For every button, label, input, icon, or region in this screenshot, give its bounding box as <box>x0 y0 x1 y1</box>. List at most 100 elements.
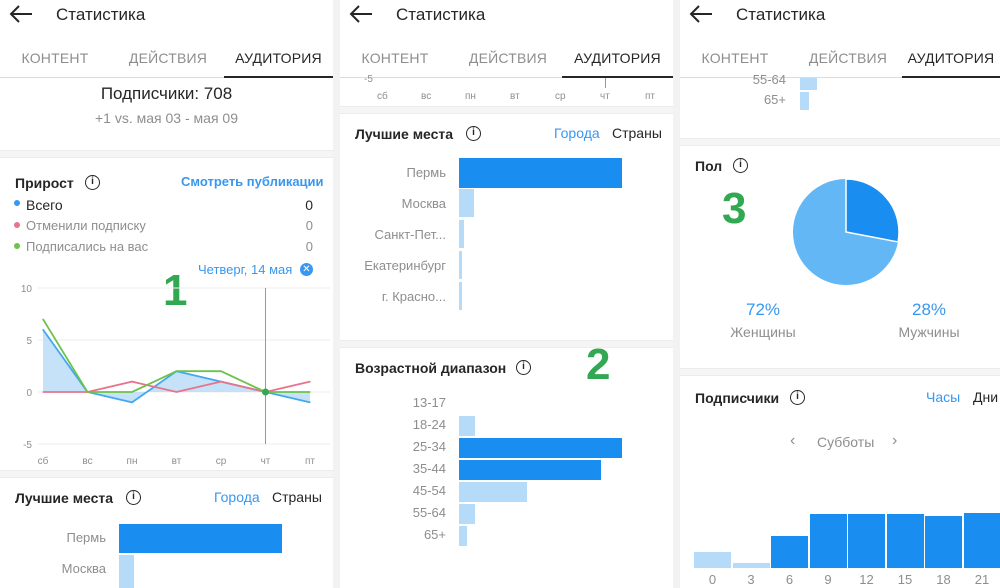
tab-actions[interactable]: ДЕЙСТВИЯ <box>128 50 208 66</box>
data-point <box>309 391 311 393</box>
info-icon[interactable]: i <box>790 390 805 405</box>
age-label: 55-64 <box>752 72 786 87</box>
age-bar <box>800 92 809 110</box>
countries-toggle[interactable]: Страны <box>272 489 322 505</box>
growth-chart: 10 5 0 -5 сб вс пн вт ср чт пт <box>21 284 330 467</box>
cities-toggle[interactable]: Города <box>554 125 600 141</box>
x-tick-label: чт <box>261 456 271 467</box>
data-point <box>131 401 133 403</box>
data-point <box>42 329 44 331</box>
gender-pie-chart <box>793 178 900 285</box>
men-label: Мужчины <box>898 324 960 340</box>
legend-unfollow-value: 0 <box>305 218 313 233</box>
age-bar <box>800 78 817 90</box>
data-point <box>42 391 44 393</box>
age-label: 65+ <box>763 92 786 107</box>
age-range-title: Возрастной диапазон <box>355 360 507 376</box>
legend-total-value: 0 <box>305 197 313 213</box>
section-divider <box>680 138 1000 146</box>
pie-slice-men <box>845 178 900 243</box>
close-icon[interactable]: ✕ <box>300 263 313 276</box>
tab-audience[interactable]: АУДИТОРИЯ <box>902 38 1000 78</box>
women-label: Женщины <box>730 324 796 340</box>
chevron-left-icon[interactable]: ‹ <box>790 432 796 449</box>
section-divider <box>680 368 1000 376</box>
back-arrow-icon[interactable] <box>348 4 374 24</box>
x-tick-label: пн <box>127 456 138 467</box>
hour-tick: 9 <box>824 572 832 587</box>
tab-content[interactable]: КОНТЕНТ <box>701 50 769 66</box>
legend-dot-unfollow <box>14 222 20 228</box>
women-percent: 72% <box>745 300 781 319</box>
tab-content[interactable]: КОНТЕНТ <box>21 50 89 66</box>
followers-count: Подписчики: 708 <box>100 84 233 103</box>
data-point <box>42 318 44 320</box>
info-icon[interactable]: i <box>126 490 141 505</box>
panel-3: Статистика КОНТЕНТ ДЕЙСТВИЯ АУДИТОРИЯ 55… <box>680 0 1000 588</box>
age-label: 18-24 <box>412 417 446 432</box>
hour-bar <box>886 514 924 568</box>
see-posts-link[interactable]: Смотреть публикации <box>181 174 324 189</box>
y-tick: -5 <box>364 74 373 85</box>
place-bar <box>459 220 464 248</box>
days-toggle[interactable]: Дни <box>973 389 999 405</box>
info-icon[interactable]: i <box>516 360 531 375</box>
place-label: Москва <box>61 561 106 576</box>
x-tick-label: вс <box>82 456 92 467</box>
back-arrow-icon[interactable] <box>8 4 34 24</box>
chevron-right-icon[interactable]: › <box>892 432 898 449</box>
back-arrow-icon[interactable] <box>688 4 714 24</box>
place-bar <box>459 189 474 217</box>
chart-cursor-line <box>605 78 606 88</box>
hour-tick: 15 <box>897 572 913 587</box>
day-tick: ср <box>555 91 566 102</box>
section-divider <box>0 150 333 158</box>
tab-audience[interactable]: АУДИТОРИЯ <box>562 38 673 78</box>
legend-unfollow-label: Отменили подписку <box>26 218 146 233</box>
header: Статистика <box>0 0 333 34</box>
age-label: 65+ <box>423 527 446 542</box>
info-icon[interactable]: i <box>733 158 748 173</box>
followers-title: Подписчики <box>695 390 780 406</box>
legend-total-label: Всего <box>26 197 63 213</box>
hours-toggle[interactable]: Часы <box>926 389 961 405</box>
x-tick-label: ср <box>216 456 227 467</box>
tab-actions[interactable]: ДЕЙСТВИЯ <box>808 50 888 66</box>
day-tick: вт <box>510 91 520 102</box>
page-title: Статистика <box>56 5 146 24</box>
age-bar <box>459 438 622 458</box>
countries-toggle[interactable]: Страны <box>612 125 662 141</box>
day-tick: сб <box>377 91 388 102</box>
data-point <box>175 391 178 393</box>
header: Статистика <box>340 0 673 34</box>
hour-tick: 0 <box>708 572 717 587</box>
annotation-3: 3 <box>722 184 747 233</box>
age-label: 45-54 <box>412 483 446 498</box>
y-tick-label: -5 <box>23 440 32 451</box>
page-title: Статистика <box>396 5 486 24</box>
tab-audience[interactable]: АУДИТОРИЯ <box>224 38 333 78</box>
cities-toggle[interactable]: Города <box>214 489 260 505</box>
data-point <box>175 370 178 372</box>
place-label: Санкт-Пет... <box>374 227 446 242</box>
tab-bar: КОНТЕНТ ДЕЙСТВИЯ АУДИТОРИЯ <box>340 38 673 78</box>
age-label: 25-34 <box>412 439 446 454</box>
panel-1: Статистика КОНТЕНТ ДЕЙСТВИЯ АУДИТОРИЯ По… <box>0 0 333 588</box>
data-point <box>131 381 133 383</box>
tab-content[interactable]: КОНТЕНТ <box>361 50 429 66</box>
header: Статистика <box>680 0 1000 34</box>
gender-title: Пол <box>695 158 723 174</box>
day-tick: вс <box>421 91 432 102</box>
age-bar <box>459 482 528 502</box>
hour-tick: 6 <box>785 572 794 587</box>
info-icon[interactable]: i <box>466 126 481 141</box>
info-icon[interactable]: i <box>85 175 100 190</box>
legend-dot-total <box>14 200 20 206</box>
followers-delta: +1 vs. мая 03 - мая 09 <box>95 110 238 126</box>
tab-actions[interactable]: ДЕЙСТВИЯ <box>468 50 548 66</box>
hour-bar <box>963 512 1000 568</box>
place-bar <box>119 524 282 553</box>
x-tick-label: сб <box>38 455 49 467</box>
top-places-title: Лучшие места <box>355 126 454 142</box>
panel-gap <box>333 0 340 588</box>
